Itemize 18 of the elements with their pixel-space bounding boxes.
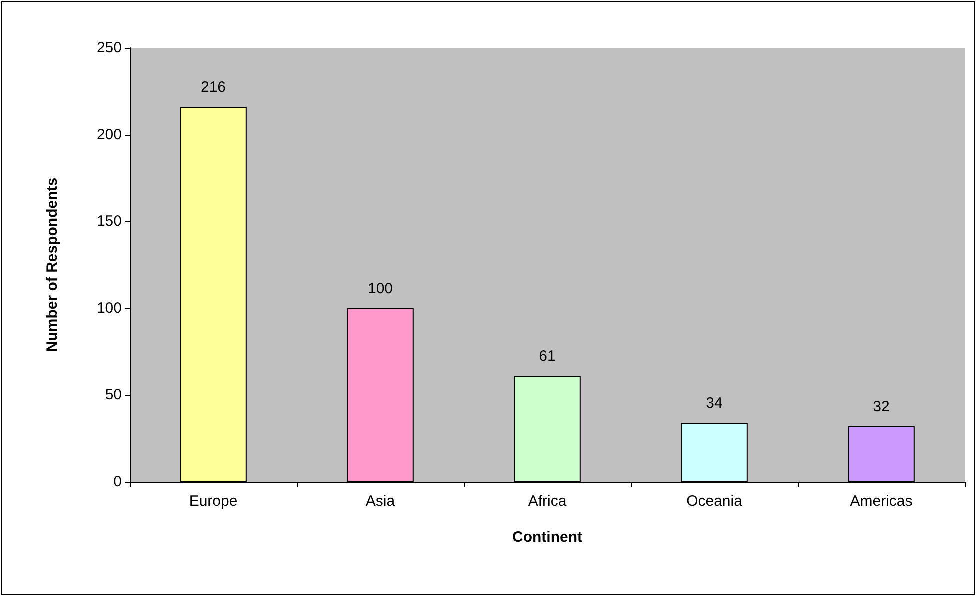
y-tick-label: 250 <box>96 40 122 56</box>
x-axis-title: Continent <box>512 529 582 546</box>
x-tick-label: Asia <box>366 493 396 510</box>
data-label: 100 <box>368 280 394 298</box>
y-tick-label: 100 <box>96 300 122 317</box>
x-tick-label: Oceania <box>686 493 744 510</box>
data-label: 34 <box>706 394 723 412</box>
y-tick-label: 0 <box>114 474 122 490</box>
y-tick-label: 50 <box>105 386 122 404</box>
data-label: 32 <box>873 398 890 416</box>
x-tick-label: Europe <box>189 493 238 510</box>
data-label: 216 <box>200 79 226 96</box>
y-tick-label: 150 <box>96 213 122 230</box>
y-axis-title: Number of Respondents <box>44 178 61 352</box>
y-tick-label: 200 <box>96 126 122 144</box>
x-tick-label: Americas <box>850 493 913 510</box>
x-tick-label: Africa <box>528 493 568 510</box>
data-label: 61 <box>539 348 556 366</box>
